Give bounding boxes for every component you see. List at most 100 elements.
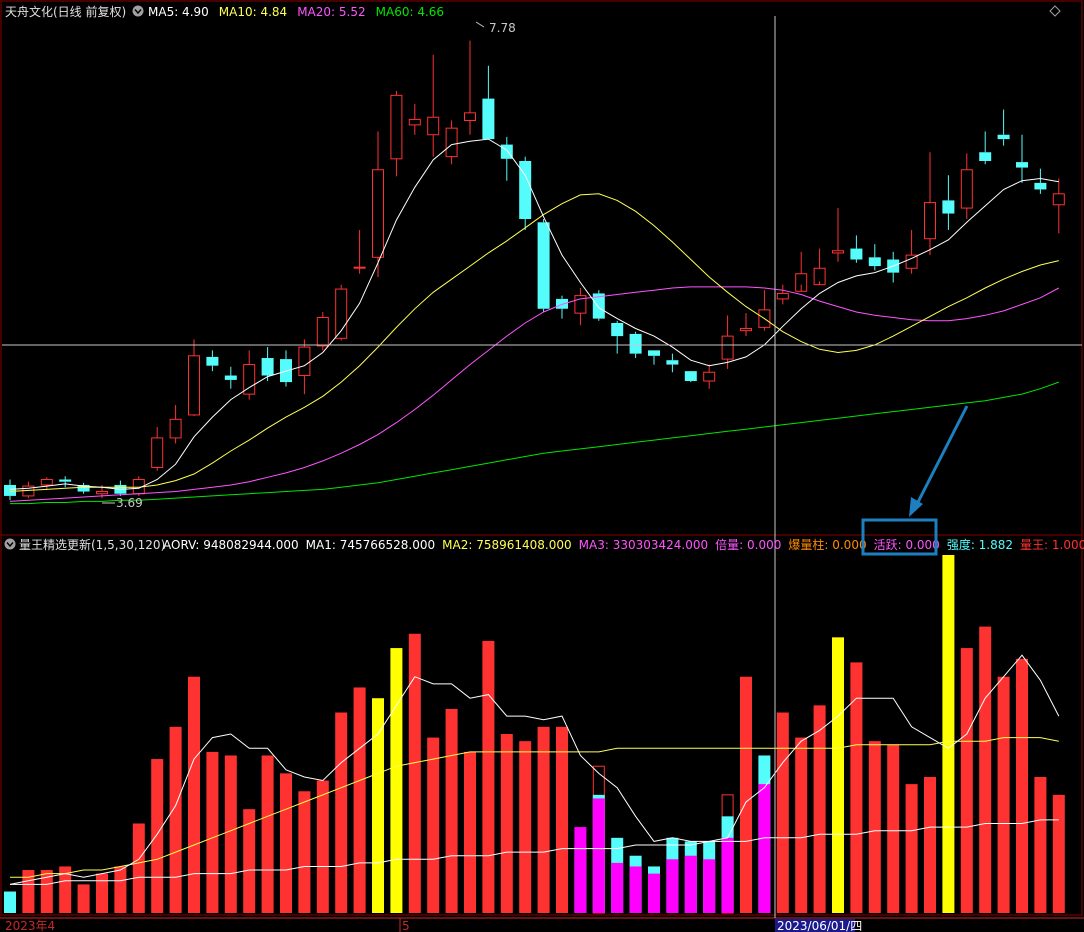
candle-body — [684, 371, 697, 381]
volume-bar — [740, 676, 752, 913]
volume-bar — [795, 737, 808, 913]
candle-body — [666, 360, 679, 365]
candle — [721, 315, 734, 369]
candle — [574, 287, 587, 326]
volume-bar — [408, 633, 421, 913]
volume-bar-body — [445, 708, 458, 913]
candle — [427, 54, 440, 157]
volume-bar-body — [1052, 794, 1065, 913]
candle-body — [592, 293, 605, 319]
volume-bar — [960, 648, 973, 913]
volume-bar — [482, 640, 495, 913]
volume-bar-body — [942, 555, 955, 913]
candle — [40, 477, 53, 490]
candle — [850, 235, 863, 263]
volume-bar-body — [813, 705, 826, 913]
annotation-arrowhead — [909, 497, 923, 517]
candlestick-series — [4, 40, 1065, 501]
candle — [740, 313, 752, 337]
volume-bar-body — [979, 626, 992, 913]
volume-bar — [924, 776, 936, 913]
candle — [390, 90, 403, 177]
volume-bar-body — [960, 648, 973, 913]
indicator-legend-item: AORV: 948082944.000 — [163, 538, 299, 552]
indicator-legend: AORV: 948082944.000 MA1: 745766528.000 MA2… — [163, 537, 1084, 552]
crosshair-date-label: 2023/06/01/四 — [777, 919, 862, 932]
volume-bar — [758, 755, 771, 913]
candle-body — [721, 335, 734, 360]
candle — [335, 284, 348, 341]
candle — [942, 175, 955, 230]
candle — [611, 320, 624, 354]
indicator-legend-item: MA2: 758961408.000 — [442, 538, 572, 552]
volume-bar-body — [372, 698, 384, 913]
volume-bar — [1016, 658, 1028, 913]
candle-body — [997, 134, 1010, 140]
volume-bar — [648, 866, 660, 913]
candle-body — [832, 250, 844, 254]
volume-bar-body — [500, 734, 513, 913]
volume-bar — [979, 626, 992, 913]
candle-body — [924, 202, 936, 240]
ma-legend-item: MA20: 5.52 — [297, 5, 365, 19]
volume-bar-body — [224, 755, 237, 913]
volume-bar-body — [887, 744, 900, 913]
crosshair-date-box — [775, 919, 855, 932]
diamond-icon[interactable] — [1049, 5, 1061, 17]
volume-bar — [556, 726, 568, 913]
volume-bar — [224, 755, 237, 913]
volume-bar — [316, 780, 329, 913]
volume-bar — [59, 866, 72, 913]
volume-ma1-line — [9, 654, 1060, 885]
volume-bar-body — [4, 891, 16, 913]
dropdown-icon[interactable] — [132, 5, 144, 17]
candle-body — [500, 144, 513, 159]
volume-bar — [261, 755, 274, 913]
volume-bar-inner — [592, 798, 605, 913]
volume-bar — [40, 870, 53, 913]
candle-body — [298, 346, 311, 377]
volume-bar-body — [22, 870, 35, 913]
candle — [776, 284, 789, 305]
volume-bar-body — [740, 676, 752, 913]
volume-bar — [427, 737, 440, 913]
volume-bar-body — [280, 773, 292, 913]
candle-body — [390, 94, 403, 160]
candle — [592, 290, 605, 321]
indicator-dropdown-icon[interactable] — [4, 538, 16, 550]
candle — [4, 479, 16, 501]
volume-bar — [372, 698, 384, 913]
axis-month-label: 5 — [402, 919, 410, 932]
candle-body — [408, 118, 421, 126]
candle — [905, 229, 918, 274]
indicator-legend-item: MA1: 745766528.000 — [306, 538, 436, 552]
volume-bar-body — [1016, 658, 1028, 913]
candle-body — [574, 295, 587, 314]
volume-bar — [206, 751, 219, 913]
volume-bar-body — [298, 791, 311, 913]
volume-bar-body — [353, 687, 366, 913]
candle-body — [482, 98, 495, 140]
candle — [758, 290, 771, 331]
candle — [1034, 168, 1047, 194]
volume-bar-inner — [758, 784, 771, 913]
candle — [648, 350, 660, 365]
candle — [703, 364, 716, 389]
candle-body — [353, 266, 366, 269]
volume-bar — [353, 687, 366, 913]
candle-body — [1016, 162, 1028, 168]
volume-bar-body — [40, 870, 53, 913]
volume-bar — [519, 741, 532, 913]
volume-bar — [77, 884, 90, 913]
candle-body — [40, 479, 53, 486]
min-price-label: 3.69 — [116, 496, 143, 510]
axis-start-label: 2023年4 — [5, 919, 55, 932]
candle-body — [611, 322, 624, 337]
indicator-panel-frame — [0, 534, 1083, 916]
candle — [151, 426, 164, 471]
ma-legend-item: MA60: 4.66 — [376, 5, 444, 19]
volume-bar-inner — [721, 837, 734, 913]
volume-bar — [335, 712, 348, 913]
candle — [243, 350, 256, 400]
ma5-line — [9, 138, 1059, 490]
